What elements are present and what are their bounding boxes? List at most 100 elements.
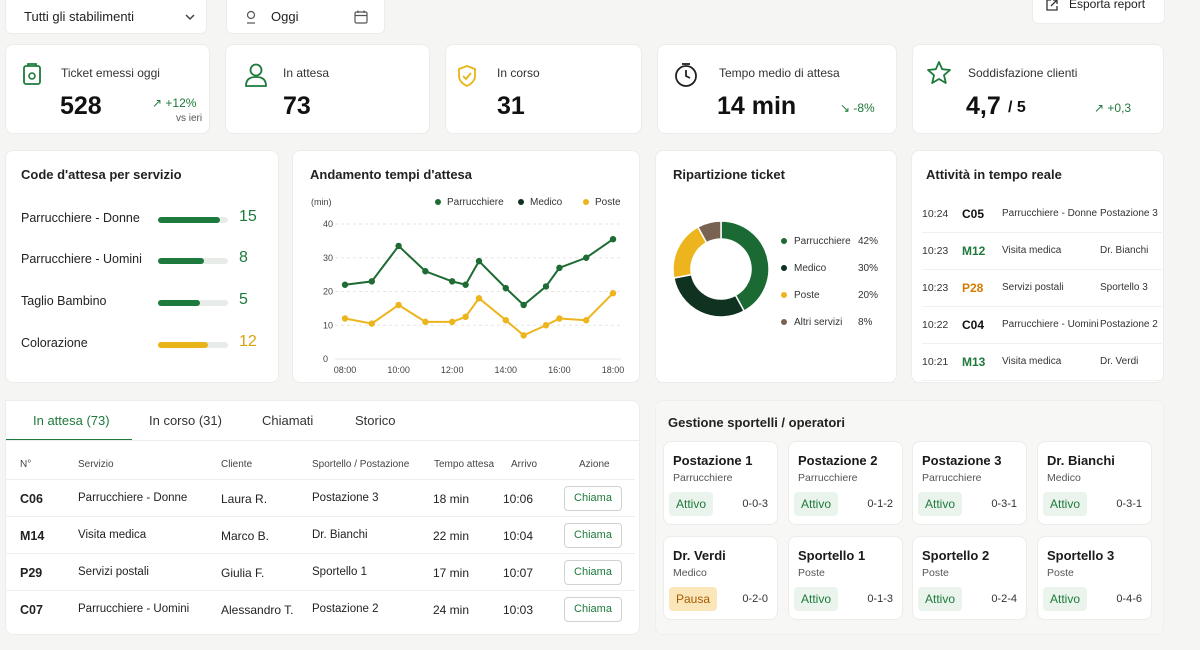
x-tick-label: 10:00 xyxy=(387,365,410,375)
export-report-label: Esporta report xyxy=(1069,0,1146,11)
legend-dot xyxy=(781,238,787,244)
y-tick-label: 30 xyxy=(323,253,333,263)
kpi-satisfaction-trend: ↗ +0,3 xyxy=(1094,101,1132,115)
queue-name: Parrucchiere - Uomini xyxy=(21,252,142,266)
queue-bar xyxy=(158,217,228,223)
operator-card[interactable]: Dr. Verdi Medico Pausa 0-2-0 xyxy=(663,536,778,620)
data-point xyxy=(395,301,402,309)
feed-time: 10:21 xyxy=(922,356,949,368)
operator-name: Sportello 1 xyxy=(798,548,866,563)
ticket-wait: 18 min xyxy=(433,492,470,506)
site-select-value: Tutti gli stabilimenti xyxy=(24,9,135,24)
ticket-service: Parrucchiere - Uomini xyxy=(78,603,190,615)
feed-time: 10:23 xyxy=(922,245,949,257)
operator-name: Postazione 2 xyxy=(798,453,878,468)
operator-counts: 0-4-6 xyxy=(1116,593,1142,605)
feed-station: Postazione 3 xyxy=(1100,208,1158,219)
kpi-waiting-card: In attesa 73 xyxy=(225,44,430,134)
ticket-arrival: 10:07 xyxy=(503,566,534,580)
table-row: C06 Parrucchiere - Donne Laura R. Postazion… xyxy=(5,479,635,516)
kpi-satisfaction-value: 4,7 xyxy=(966,92,1001,120)
call-button[interactable]: Chiama xyxy=(564,560,622,585)
data-point xyxy=(368,278,375,285)
tab-chiamati[interactable]: Chiamati xyxy=(262,413,314,428)
operator-name: Postazione 1 xyxy=(673,453,753,468)
feed-code: M13 xyxy=(962,355,986,369)
data-point xyxy=(520,332,527,339)
tab-storico[interactable]: Storico xyxy=(355,413,396,428)
ticket-station: Dr. Bianchi xyxy=(312,529,368,541)
data-point xyxy=(475,257,483,265)
feed-row: 10:23 M12 Visita medica Dr. Bianchi xyxy=(922,233,1162,270)
data-point xyxy=(449,278,456,285)
export-report-button[interactable]: Esporta report xyxy=(1032,0,1165,24)
data-point xyxy=(520,301,527,309)
date-value: Oggi xyxy=(271,9,299,24)
kpi-satisfaction-suffix: / 5 xyxy=(1008,99,1026,116)
operator-card[interactable]: Sportello 2 Poste Attivo 0-2-4 xyxy=(912,536,1027,620)
operator-status-badge: Pausa xyxy=(669,587,718,611)
operator-card[interactable]: Postazione 2 Parrucchiere Attivo 0-1-2 xyxy=(788,441,903,525)
data-point xyxy=(395,242,402,250)
tabs-divider xyxy=(6,440,641,441)
tab-in-corso[interactable]: In corso (31) xyxy=(149,413,222,428)
kpi-wait-time-label: Tempo medio di attesa xyxy=(719,66,840,80)
kpi-tickets-trend: ↗ +12% xyxy=(152,96,197,110)
operator-service: Medico xyxy=(1047,472,1081,484)
queue-row: Parrucchiere - Donne 15 xyxy=(21,207,266,231)
operator-card[interactable]: Dr. Bianchi Medico Attivo 0-3-1 xyxy=(1037,441,1152,525)
data-point xyxy=(422,318,429,326)
date-picker[interactable]: Oggi xyxy=(226,0,385,34)
breakdown-title: Ripartizione ticket xyxy=(673,167,785,182)
ticket-arrival: 10:06 xyxy=(503,492,534,506)
operator-card[interactable]: Postazione 3 Parrucchiere Attivo 0-3-1 xyxy=(912,441,1027,525)
queue-row: Taglio Bambino 5 xyxy=(21,290,266,314)
x-tick-label: 12:00 xyxy=(441,365,464,375)
ticket-number: C07 xyxy=(20,603,43,617)
site-select[interactable]: Tutti gli stabilimenti xyxy=(5,0,207,34)
tickets-table-card: In attesa (73) In corso (31) Chiamati St… xyxy=(5,400,641,635)
kpi-waiting-value: 73 xyxy=(283,92,311,120)
ticket-client: Laura R. xyxy=(221,492,268,506)
donut-legend-label: Poste xyxy=(794,290,820,301)
ticket-wait: 22 min xyxy=(433,529,470,543)
operator-name: Dr. Bianchi xyxy=(1047,453,1115,468)
kpi-wait-time-value: 14 min xyxy=(717,92,797,120)
feed-station: Dr. Verdi xyxy=(1100,356,1139,367)
col-service: Servizio xyxy=(78,459,114,470)
ticket-number: P29 xyxy=(20,566,43,580)
feed-row: 10:23 P28 Servizi postali Sportello 3 xyxy=(922,270,1162,307)
call-button[interactable]: Chiama xyxy=(564,486,622,511)
wait-trend-title: Andamento tempi d'attesa xyxy=(310,167,473,182)
chevron-down-icon xyxy=(184,11,196,23)
call-button[interactable]: Chiama xyxy=(564,523,622,548)
breakdown-card: Ripartizione ticket Parrucchiere 42% Medic… xyxy=(655,150,897,383)
feed-time: 10:22 xyxy=(922,319,949,331)
donut-slice xyxy=(696,220,722,244)
operator-name: Dr. Verdi xyxy=(673,548,726,563)
feed-service: Visita medica xyxy=(1002,245,1062,256)
table-row: C07 Parrucchiere - Uomini Alessandro T. Pos… xyxy=(5,590,635,627)
data-point xyxy=(556,264,563,272)
operator-service: Parrucchiere xyxy=(798,472,858,484)
operator-card[interactable]: Sportello 3 Poste Attivo 0-4-6 xyxy=(1037,536,1152,620)
clock-icon xyxy=(673,62,699,88)
kpi-satisfaction-label: Soddisfazione clienti xyxy=(968,66,1078,80)
operator-status-badge: Attivo xyxy=(794,587,839,611)
data-point xyxy=(422,268,429,275)
queue-bar xyxy=(158,258,228,264)
call-button[interactable]: Chiama xyxy=(564,597,622,622)
feed-row: 10:22 C04 Parrucchiere - Uomini Postazione … xyxy=(922,307,1162,344)
x-tick-label: 16:00 xyxy=(548,365,571,375)
operator-counts: 0-3-1 xyxy=(991,498,1017,510)
tab-in-attesa[interactable]: In attesa (73) xyxy=(33,413,110,428)
operator-card[interactable]: Postazione 1 Parrucchiere Attivo 0-0-3 xyxy=(663,441,778,525)
ticket-client: Alessandro T. xyxy=(221,603,294,617)
operator-card[interactable]: Sportello 1 Poste Attivo 0-1-3 xyxy=(788,536,903,620)
operator-counts: 0-1-3 xyxy=(867,593,893,605)
ticket-number: M14 xyxy=(20,529,45,543)
data-point xyxy=(609,235,617,243)
location-icon xyxy=(245,10,257,24)
data-point xyxy=(502,284,509,292)
data-point xyxy=(341,315,349,322)
